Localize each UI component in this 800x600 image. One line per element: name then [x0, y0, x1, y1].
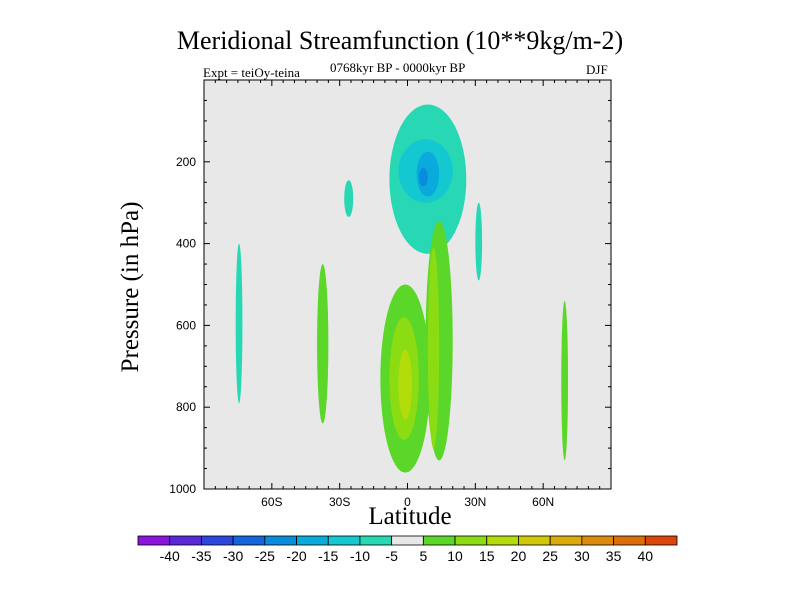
colorbar-box — [232, 535, 266, 546]
contour-region-12 — [427, 247, 440, 449]
colorbar-label: -20 — [286, 548, 306, 564]
y-tick-label: 400 — [176, 237, 196, 251]
y-tick-label: 1000 — [169, 482, 196, 496]
colorbar-label: 20 — [511, 548, 527, 564]
contour-region-13 — [398, 349, 413, 420]
colorbar-label: -40 — [160, 548, 180, 564]
colorbar-box — [327, 535, 361, 546]
x-tick-label: 0 — [404, 495, 411, 509]
period-label: 0768kyr BP - 0000kyr BP — [330, 60, 466, 75]
colorbar-box — [549, 535, 583, 546]
colorbar-label: 25 — [542, 548, 558, 564]
colorbar-label: -25 — [255, 548, 275, 564]
colorbar-box — [264, 535, 297, 546]
colorbar-box — [169, 535, 202, 546]
contour-region-2 — [475, 202, 483, 281]
colorbar-box — [422, 535, 456, 546]
colorbar-label: 40 — [638, 548, 654, 564]
x-tick-label: 60S — [261, 495, 282, 509]
colorbar-label: 15 — [479, 548, 495, 564]
y-tick-label: 200 — [176, 155, 196, 169]
colorbar-box — [644, 535, 678, 546]
colorbar-label: -30 — [223, 548, 243, 564]
contour-region-10 — [561, 300, 569, 461]
colorbar-box — [391, 535, 424, 546]
colorbar-box — [454, 535, 488, 546]
contour-region-7 — [317, 264, 329, 424]
x-tick-label: 30S — [329, 495, 350, 509]
colorbar-label: 10 — [447, 548, 463, 564]
contour-region-6 — [418, 167, 428, 187]
colorbar-label: -35 — [191, 548, 211, 564]
y-tick-label: 800 — [176, 400, 196, 414]
colorbar-label: 30 — [574, 548, 590, 564]
colorbar-label: -10 — [350, 548, 370, 564]
season-label: DJF — [586, 62, 608, 77]
colorbar-box — [359, 535, 393, 546]
y-tick-label: 600 — [176, 318, 196, 332]
chart-title: Meridional Streamfunction (10**9kg/m-2) — [176, 26, 624, 55]
x-tick-label: 60N — [532, 495, 554, 509]
experiment-label: Expt = teiOy-teina — [203, 65, 300, 80]
x-tick-label: 30N — [464, 495, 486, 509]
colorbar-box — [201, 535, 234, 546]
colorbar-box — [296, 535, 329, 546]
colorbar-box — [486, 535, 519, 546]
contour-region-1 — [344, 180, 354, 218]
x-axis-label: Latitude — [368, 503, 452, 530]
colorbar-box — [518, 535, 551, 546]
colorbar-label: 35 — [606, 548, 622, 564]
colorbar-box — [613, 535, 646, 546]
colorbar-box — [137, 535, 171, 546]
colorbar-label: 5 — [419, 548, 427, 564]
colorbar-label: -5 — [385, 548, 398, 564]
colorbar-label: -15 — [318, 548, 338, 564]
contour-region-0 — [235, 243, 243, 404]
colorbar-box — [581, 535, 614, 546]
